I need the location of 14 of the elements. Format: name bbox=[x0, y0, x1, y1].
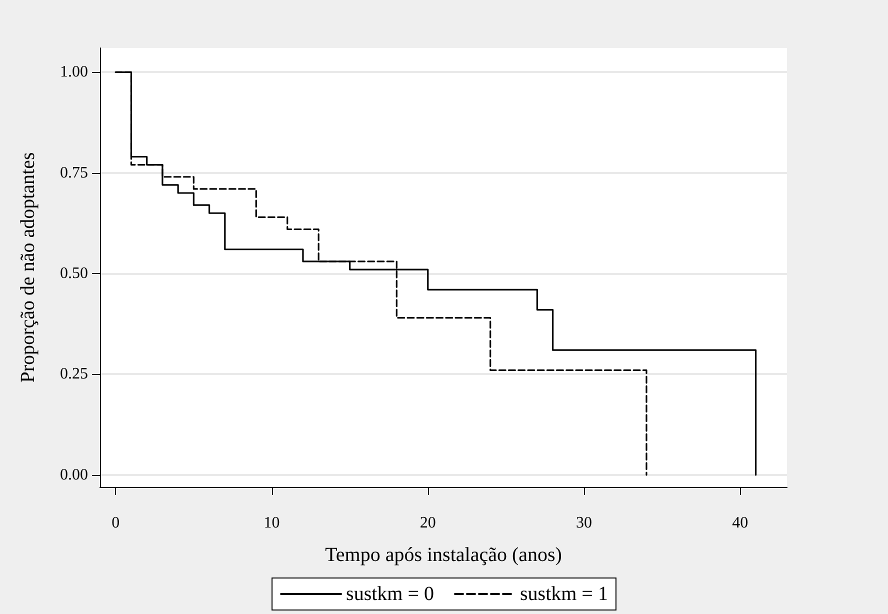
y-tick-label: 0.75 bbox=[60, 164, 88, 182]
x-tick-label: 30 bbox=[576, 514, 592, 532]
x-axis-title: Tempo após instalação (anos) bbox=[325, 544, 562, 566]
x-tick-label: 10 bbox=[264, 514, 280, 532]
x-tick-label: 20 bbox=[420, 514, 436, 532]
x-tick-label: 40 bbox=[732, 514, 748, 532]
y-tick-label: 0.25 bbox=[60, 366, 88, 383]
x-tick-label: 0 bbox=[112, 514, 120, 532]
legend-label: sustkm = 1 bbox=[520, 583, 608, 605]
y-tick-label: 1.00 bbox=[60, 64, 88, 81]
y-tick-label: 0.00 bbox=[60, 466, 88, 484]
y-tick-label: 0.50 bbox=[60, 265, 88, 282]
legend-label: sustkm = 0 bbox=[346, 583, 434, 605]
y-axis-title: Proporção de não adoptantes bbox=[17, 152, 39, 383]
